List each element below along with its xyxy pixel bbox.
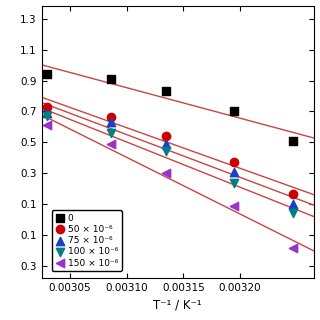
Legend: 0, 50 × 10⁻⁶, 75 × 10⁻⁶, 100 × 10⁻⁶, 150 × 10⁻⁶: 0, 50 × 10⁻⁶, 75 × 10⁻⁶, 100 × 10⁻⁶, 150… xyxy=(52,210,122,271)
150 × 10⁻⁶ xyxy=(45,123,50,128)
100 × 10⁻⁶ xyxy=(291,211,296,216)
75 × 10⁻⁶ xyxy=(108,120,113,125)
0 xyxy=(232,109,237,114)
100 × 10⁻⁶ xyxy=(232,181,237,186)
50 × 10⁻⁶ xyxy=(45,104,50,109)
75 × 10⁻⁶ xyxy=(164,141,169,147)
0 xyxy=(291,138,296,143)
X-axis label: T⁻¹ / K⁻¹: T⁻¹ / K⁻¹ xyxy=(153,299,202,312)
150 × 10⁻⁶ xyxy=(232,203,237,208)
75 × 10⁻⁶ xyxy=(291,202,296,207)
100 × 10⁻⁶ xyxy=(164,148,169,154)
0 xyxy=(164,89,169,94)
50 × 10⁻⁶ xyxy=(232,160,237,165)
100 × 10⁻⁶ xyxy=(45,114,50,119)
75 × 10⁻⁶ xyxy=(232,169,237,174)
100 × 10⁻⁶ xyxy=(108,131,113,136)
150 × 10⁻⁶ xyxy=(164,170,169,175)
150 × 10⁻⁶ xyxy=(108,141,113,147)
50 × 10⁻⁶ xyxy=(291,192,296,197)
0 xyxy=(45,72,50,77)
50 × 10⁻⁶ xyxy=(108,114,113,119)
50 × 10⁻⁶ xyxy=(164,134,169,139)
150 × 10⁻⁶ xyxy=(291,246,296,251)
75 × 10⁻⁶ xyxy=(45,110,50,116)
0 xyxy=(108,76,113,82)
